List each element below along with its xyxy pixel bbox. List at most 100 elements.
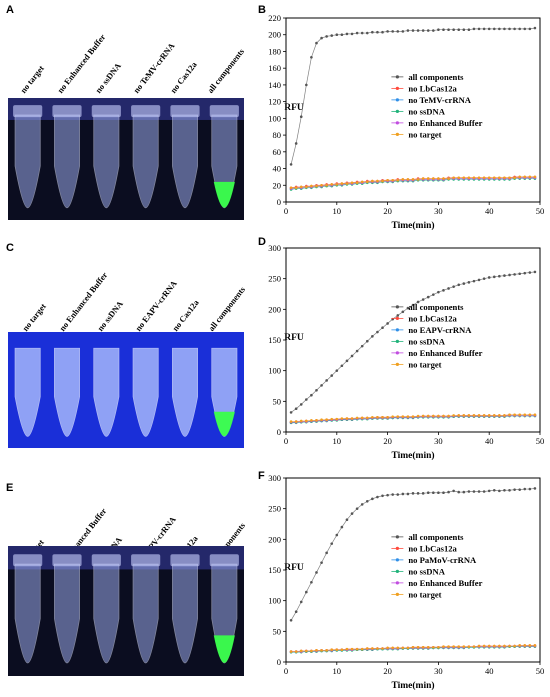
- tube: [14, 347, 41, 437]
- data-point: [320, 183, 323, 187]
- data-point: [487, 489, 491, 493]
- data-point: [442, 414, 445, 418]
- y-axis-label: RFU: [284, 563, 304, 573]
- x-axis-label: Time(min): [391, 450, 434, 461]
- data-point: [310, 393, 313, 397]
- y-tick-label: 150: [268, 565, 281, 575]
- data-point: [345, 182, 349, 185]
- data-point: [528, 27, 532, 31]
- data-point: [523, 644, 527, 647]
- data-point: [416, 414, 420, 418]
- data-point: [340, 364, 344, 368]
- data-point: [289, 411, 293, 414]
- y-tick-label: 300: [268, 243, 281, 253]
- data-point: [386, 493, 389, 497]
- data-point: [492, 27, 496, 31]
- data-point: [406, 415, 410, 418]
- data-point: [442, 177, 445, 180]
- data-point: [513, 273, 516, 276]
- data-point: [442, 491, 445, 495]
- data-point: [355, 507, 359, 510]
- legend-marker: [395, 75, 399, 79]
- rfu-line-chart-f: 0 50 100 150 200 250 300 0 10 20 30 40 50 Time(min) RF…: [252, 470, 548, 692]
- data-point: [335, 369, 339, 372]
- panel-letter-d: D: [258, 236, 266, 248]
- data-point: [447, 490, 450, 494]
- data-point: [462, 645, 466, 648]
- data-point: [533, 644, 537, 647]
- data-point: [315, 649, 318, 652]
- panel-letter-c: C: [6, 242, 14, 254]
- x-tick-label: 20: [383, 206, 392, 216]
- data-point: [376, 415, 379, 419]
- data-point: [447, 414, 450, 418]
- data-point: [437, 28, 440, 32]
- data-point: [365, 339, 369, 343]
- data-point: [371, 415, 374, 419]
- data-point: [320, 36, 323, 40]
- data-point: [386, 322, 389, 325]
- x-tick-label: 30: [434, 206, 443, 216]
- photo-illustration: [8, 98, 244, 220]
- tube-caps-strip: [8, 98, 244, 120]
- data-point: [386, 415, 389, 419]
- legend-marker: [395, 86, 399, 90]
- data-point: [386, 646, 389, 650]
- data-point: [345, 32, 349, 36]
- data-point: [299, 185, 303, 189]
- data-point: [289, 618, 293, 622]
- data-point: [365, 416, 369, 420]
- plot-frame: [285, 17, 541, 203]
- green-fluorescence: [213, 411, 235, 437]
- legend-marker: [395, 592, 399, 596]
- tube: [172, 563, 198, 664]
- data-point: [472, 176, 476, 180]
- data-point: [396, 493, 400, 496]
- data-point: [432, 293, 435, 296]
- data-point: [376, 647, 379, 650]
- panel-letter-a: A: [6, 4, 14, 16]
- data-point: [442, 645, 445, 648]
- y-tick-label: 100: [268, 113, 281, 123]
- y-tick-label: 50: [273, 626, 282, 636]
- legend-label: all components: [408, 302, 464, 312]
- tube-label: no target: [18, 63, 46, 95]
- data-point: [365, 647, 369, 650]
- data-point: [416, 645, 420, 649]
- data-point: [523, 487, 527, 491]
- data-point: [533, 175, 537, 179]
- data-point: [462, 414, 466, 417]
- data-point: [503, 644, 506, 648]
- data-point: [320, 649, 323, 652]
- y-tick-label: 200: [268, 30, 281, 40]
- data-point: [523, 175, 527, 179]
- x-tick-label: 0: [284, 206, 288, 216]
- data-point: [325, 551, 328, 555]
- data-point: [503, 176, 506, 180]
- data-point: [452, 176, 455, 180]
- x-axis-label: Time(min): [391, 680, 434, 691]
- data-point: [411, 303, 415, 307]
- data-point: [416, 29, 420, 32]
- legend-marker: [395, 98, 399, 102]
- data-point: [477, 644, 481, 648]
- y-tick-label: 50: [273, 396, 282, 406]
- data-point: [528, 413, 532, 417]
- data-point: [320, 384, 323, 387]
- tube-label: no ssDNA: [95, 299, 125, 333]
- data-point: [421, 492, 425, 495]
- data-point: [467, 281, 471, 284]
- data-point: [310, 56, 313, 59]
- tube-label: no Cas12a: [168, 60, 199, 95]
- data-point: [406, 646, 410, 650]
- data-point: [426, 645, 430, 649]
- data-point: [487, 644, 491, 648]
- y-tick-label: 200: [268, 534, 281, 544]
- tube: [54, 563, 80, 664]
- x-tick-label: 0: [284, 436, 288, 446]
- data-point: [462, 490, 466, 494]
- data-point: [472, 279, 476, 283]
- data-point: [513, 176, 516, 180]
- data-point: [498, 414, 501, 417]
- data-point: [528, 487, 532, 491]
